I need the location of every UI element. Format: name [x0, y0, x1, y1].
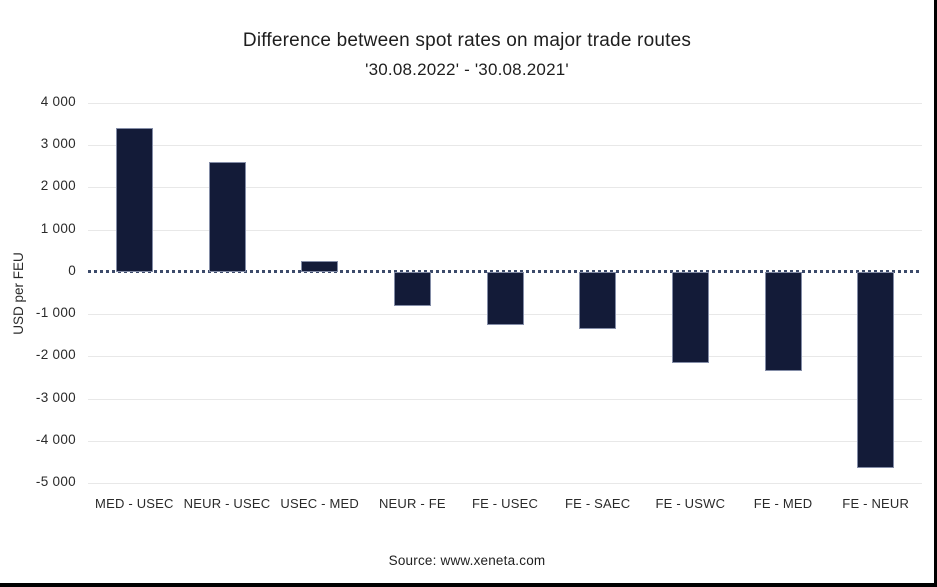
- x-tick-label: FE - SAEC: [565, 496, 631, 511]
- plot-area: [88, 103, 922, 484]
- x-tick-label: USEC - MED: [280, 496, 359, 511]
- y-tick-label: 3 000: [40, 136, 76, 152]
- x-tick-label: FE - MED: [753, 496, 813, 511]
- x-tick-label: FE - USWC: [655, 496, 726, 511]
- y-tick-label: 0: [68, 262, 76, 278]
- gridline: [88, 483, 922, 484]
- x-tick-label: NEUR - FE: [378, 496, 446, 511]
- y-tick-label: 4 000: [40, 94, 76, 109]
- chart-title-line1: Difference between spot rates on major t…: [242, 30, 692, 51]
- y-tick-label: -2 000: [35, 347, 76, 363]
- y-axis-ticks: 4 000 3 000 2 000 1 000 0 -1 000 -2 000 -3 000 -…: [0, 94, 80, 489]
- gridline: [88, 440, 922, 442]
- bar-fe-med: [764, 271, 802, 372]
- gridline: [88, 187, 922, 189]
- chart-title-line2: '30.08.2022' - '30.08.2021': [365, 60, 569, 79]
- gridline: [88, 103, 922, 104]
- x-axis-labels: MED - USEC NEUR - USEC USEC - MED NEUR - FE…: [88, 496, 922, 516]
- bar-neur-fe: [393, 271, 431, 306]
- x-tick-label: MED - USEC: [95, 496, 174, 511]
- y-tick-label: 2 000: [40, 178, 76, 194]
- y-tick-label: -3 000: [35, 389, 76, 405]
- gridline: [88, 145, 922, 147]
- bar-fe-neur: [857, 271, 895, 469]
- y-tick-label: 1 000: [40, 220, 76, 236]
- bar-fe-saec: [579, 271, 617, 329]
- gridline: [88, 356, 922, 358]
- bar-usec-med: [301, 261, 339, 272]
- gridline: [88, 398, 922, 400]
- y-tick-label: -5 000: [35, 474, 76, 489]
- bar-fe-uswc: [671, 271, 709, 363]
- y-tick-label: -1 000: [35, 305, 76, 321]
- x-tick-label: FE - USEC: [471, 496, 539, 511]
- bar-neur-usec: [208, 162, 246, 272]
- x-tick-label: FE - NEUR: [842, 496, 910, 511]
- x-tick-label: NEUR - USEC: [183, 496, 271, 511]
- bar-fe-usec: [486, 271, 524, 325]
- gridline: [88, 229, 922, 231]
- bar-med-usec: [115, 128, 153, 272]
- y-tick-label: -4 000: [35, 431, 76, 447]
- source-caption: Source: www.xeneta.com: [388, 553, 546, 568]
